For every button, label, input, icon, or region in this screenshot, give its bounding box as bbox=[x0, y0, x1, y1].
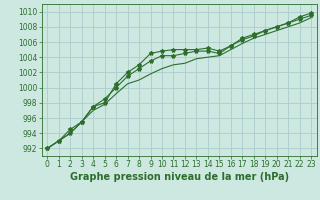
X-axis label: Graphe pression niveau de la mer (hPa): Graphe pression niveau de la mer (hPa) bbox=[70, 172, 289, 182]
